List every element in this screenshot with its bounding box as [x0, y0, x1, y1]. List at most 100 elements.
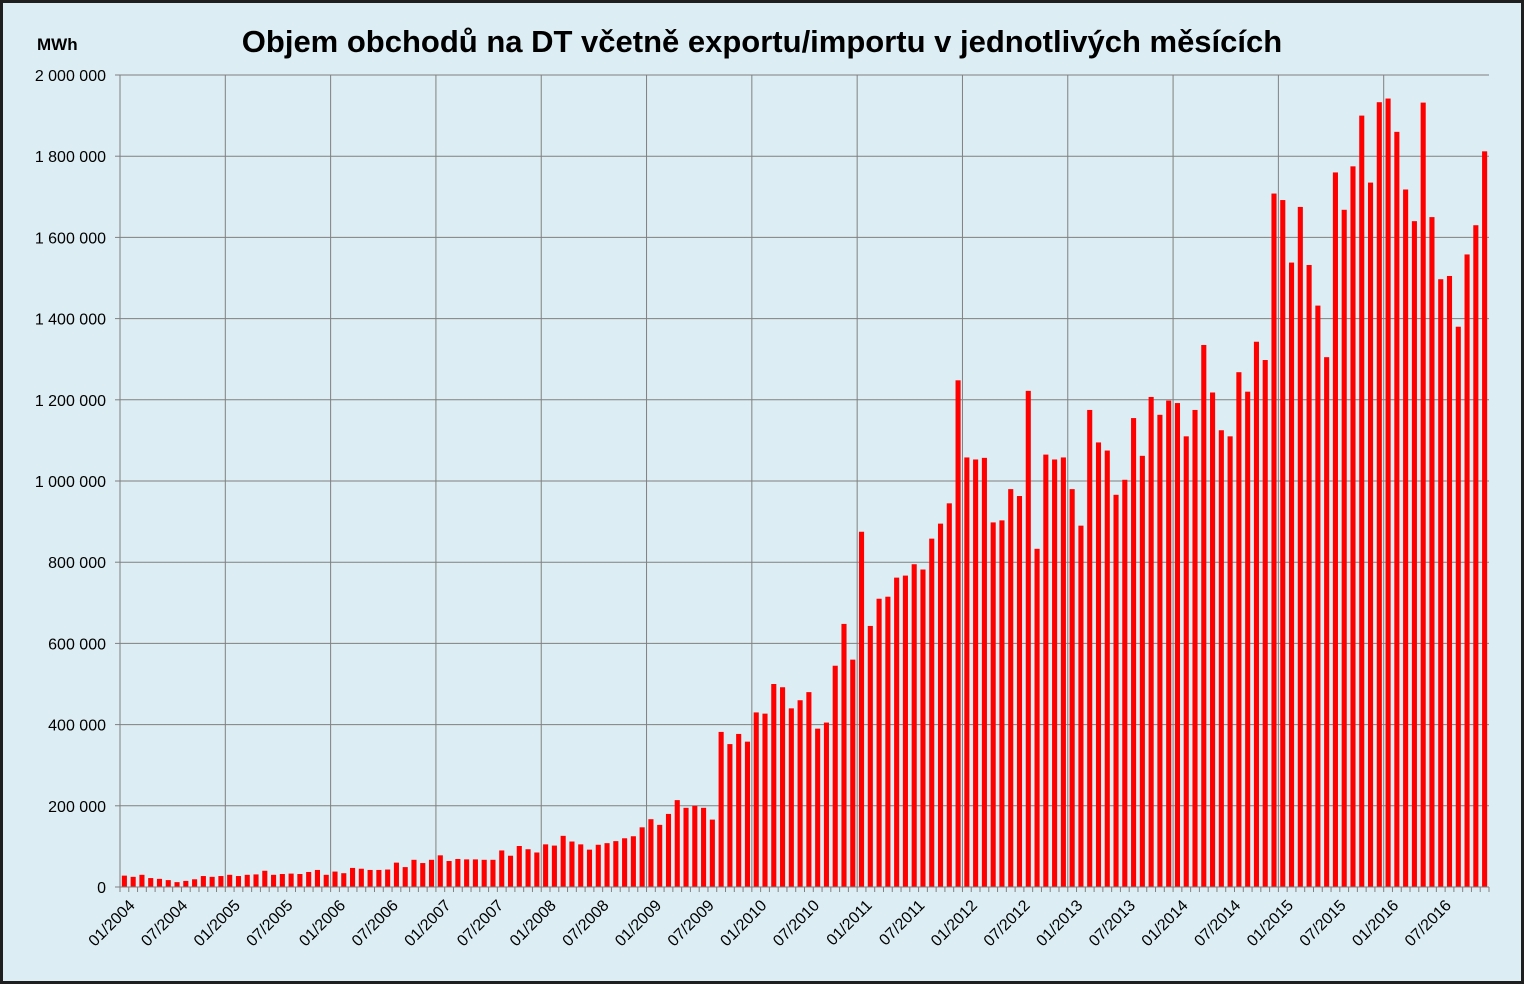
x-tick-label: 07/2013: [1086, 897, 1139, 950]
bar: [446, 861, 452, 887]
y-tick-label: 800 000: [48, 555, 106, 572]
bar: [464, 859, 470, 887]
y-tick-label: 400 000: [48, 718, 106, 735]
bar: [218, 876, 224, 887]
bar: [332, 871, 338, 887]
bar: [1227, 436, 1233, 887]
bar: [1201, 344, 1207, 887]
bar: [990, 522, 996, 887]
bar: [525, 849, 531, 887]
bars-layer: [121, 98, 1488, 888]
bar: [911, 564, 917, 887]
x-tick-label: 01/2007: [402, 897, 455, 950]
x-tick-label: 07/2006: [349, 897, 402, 950]
bar: [1411, 221, 1417, 887]
bar: [964, 457, 970, 887]
bar: [929, 538, 935, 887]
bar: [999, 520, 1005, 887]
bar: [973, 459, 979, 887]
bar: [1289, 262, 1295, 887]
bar: [1236, 372, 1242, 887]
bar: [569, 841, 575, 887]
y-tick-label: 1 600 000: [35, 230, 106, 247]
bar: [797, 700, 803, 887]
bar: [1341, 209, 1347, 888]
bar: [200, 876, 206, 887]
bar: [350, 867, 356, 887]
bar: [1016, 496, 1023, 887]
bar: [674, 800, 680, 887]
bar: [1324, 357, 1330, 887]
bar: [1464, 254, 1470, 887]
grid-layer: [120, 74, 1489, 887]
x-tick-label: 07/2014: [1191, 897, 1244, 950]
bar: [894, 577, 900, 887]
bar: [823, 722, 829, 887]
bar: [1315, 305, 1321, 887]
x-tick-label: 07/2012: [981, 897, 1034, 950]
bar: [244, 874, 250, 887]
bar: [1218, 430, 1224, 887]
bar: [314, 869, 320, 887]
bar: [323, 874, 329, 887]
bar: [718, 731, 724, 887]
bar: [832, 665, 838, 887]
x-tick-label: 01/2014: [1139, 897, 1192, 950]
y-tick-label: 1 400 000: [35, 312, 106, 329]
bar-chart: Objem obchodů na DT včetně exportu/impor…: [35, 24, 1490, 950]
bar: [1350, 166, 1356, 888]
bar: [1157, 414, 1163, 887]
x-tick-label: 07/2011: [876, 897, 928, 949]
bar: [1008, 489, 1014, 887]
bar: [955, 380, 961, 887]
x-tick-label: 01/2008: [507, 897, 560, 950]
x-tick-label: 01/2006: [296, 897, 349, 950]
bar: [876, 598, 882, 887]
x-tick-label: 07/2007: [454, 897, 507, 950]
bar: [709, 819, 715, 887]
bar: [867, 625, 873, 887]
bar: [455, 858, 461, 887]
bar: [402, 867, 408, 887]
y-tick-label: 2 000 000: [35, 68, 106, 85]
bar: [499, 850, 505, 887]
bar: [762, 713, 768, 887]
bar: [1052, 459, 1058, 887]
bar: [130, 876, 136, 887]
bar: [1104, 450, 1110, 887]
bar: [288, 873, 294, 887]
bar: [341, 873, 347, 887]
bar: [297, 874, 303, 887]
bar: [727, 744, 733, 887]
x-tick-label: 07/2009: [665, 897, 718, 950]
y-tick-labels: 0 200 000 400 000 600 000 800 000 1 000 000 1 …: [35, 68, 106, 897]
bar: [981, 457, 987, 887]
bar: [692, 805, 698, 887]
bar: [885, 596, 891, 887]
bar: [946, 503, 952, 887]
bar: [1262, 360, 1268, 888]
bar: [192, 879, 198, 887]
bar: [1113, 494, 1119, 887]
bar: [701, 807, 707, 887]
bar: [1271, 193, 1277, 887]
bar: [551, 845, 557, 887]
bar: [1131, 418, 1137, 887]
y-tick-label: 0: [97, 880, 106, 897]
bar: [1034, 548, 1040, 887]
bar: [139, 874, 145, 887]
x-tick-label: 07/2008: [560, 897, 613, 950]
bar: [560, 835, 566, 887]
bar: [411, 859, 417, 887]
y-tick-label: 1 200 000: [35, 393, 106, 410]
x-tick-label: 07/2016: [1402, 897, 1455, 950]
y-tick-label: 1 800 000: [35, 149, 106, 166]
bar: [1148, 396, 1154, 887]
bar: [1455, 326, 1461, 888]
bar: [1376, 102, 1382, 887]
y-tick-label: 600 000: [48, 636, 106, 653]
bar: [1297, 206, 1303, 887]
x-tick-label: 07/2004: [138, 897, 191, 950]
bar: [1438, 279, 1444, 887]
